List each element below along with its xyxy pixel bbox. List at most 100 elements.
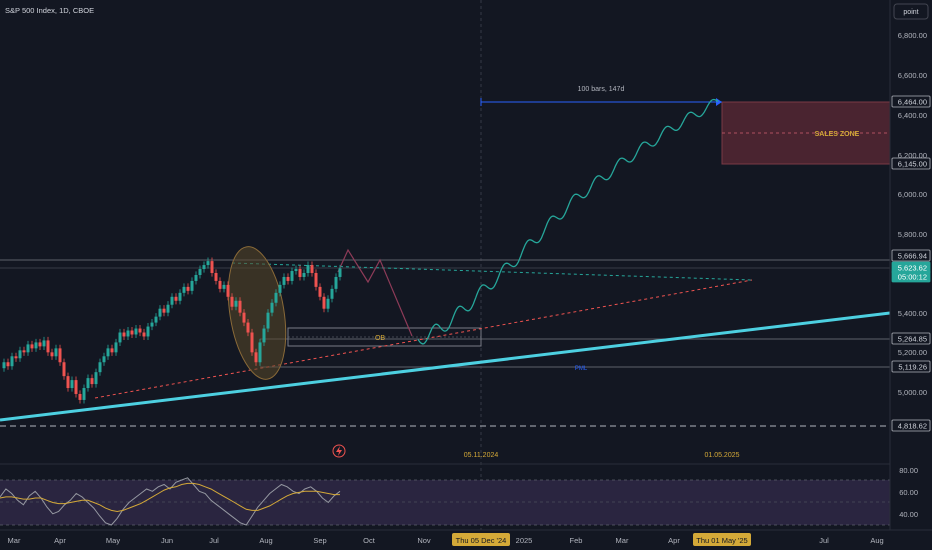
candlestick-series	[2, 257, 342, 404]
time-axis-label: Sep	[313, 536, 326, 545]
candle-body	[306, 265, 310, 273]
candle-body	[290, 271, 294, 281]
candle-body	[134, 328, 138, 335]
candle-body	[58, 348, 62, 363]
date-marker-right: 01.05.2025	[704, 452, 739, 459]
price-axis-labels: 6,800.00 6,600.00 6,400.00 6,200.00 6,000.00…	[898, 31, 927, 397]
time-axis-label: Apr	[54, 536, 66, 545]
candle-body	[26, 344, 30, 353]
price-axis-label: 5,200.00	[898, 348, 927, 357]
price-tag-level	[891, 249, 931, 262]
time-axis-label: May	[106, 536, 120, 545]
candle-body	[334, 276, 338, 289]
candle-body	[94, 372, 98, 385]
time-axis-label: Aug	[259, 536, 272, 545]
candle-body	[6, 362, 10, 367]
rsi-axis-labels: 80.00 60.00 40.00	[899, 466, 918, 519]
time-axis-label: Jul	[819, 536, 829, 545]
candle-body	[326, 298, 330, 309]
price-tag-label: 5,666.94	[898, 252, 927, 261]
candle-body	[162, 308, 166, 313]
time-axis-label: Aug	[870, 536, 883, 545]
date-marker-left: 05.11.2024	[464, 452, 499, 459]
price-tag-level	[891, 95, 931, 108]
candle-body	[262, 328, 266, 343]
candle-body	[198, 269, 202, 275]
candle-body	[10, 356, 14, 367]
candle-body	[78, 393, 82, 400]
candle-body	[214, 273, 218, 281]
candle-body	[330, 288, 334, 299]
candle-body	[202, 265, 206, 270]
candle-body	[270, 302, 274, 313]
candle-body	[314, 273, 318, 287]
measure-label: 100 bars, 147d	[578, 86, 625, 93]
price-axis-label: 6,400.00	[898, 111, 927, 120]
candle-body	[154, 316, 158, 323]
time-axis-label: Feb	[570, 536, 583, 545]
candle-body	[142, 332, 146, 337]
candle-body	[126, 330, 130, 337]
candle-body	[130, 330, 134, 335]
candle-body	[250, 332, 254, 353]
candle-body	[238, 300, 242, 313]
price-tag-label: 5,264.85	[898, 335, 927, 344]
main-trendline[interactable]	[0, 311, 891, 422]
price-axis-label: 6,000.00	[898, 190, 927, 199]
candle-body	[258, 342, 262, 363]
rsi-axis-label: 60.00	[899, 488, 918, 497]
candle-body	[310, 265, 314, 273]
candle-body	[302, 273, 306, 277]
time-axis-panel[interactable]	[0, 530, 890, 550]
price-tag-label: 05:00:12	[898, 273, 927, 282]
zigzag-path[interactable]	[337, 248, 413, 337]
price-tag-label: 4,818.62	[898, 422, 927, 431]
candle-body	[158, 308, 162, 317]
candle-body	[110, 348, 114, 353]
candle-body	[90, 378, 94, 385]
candle-body	[14, 356, 18, 359]
candle-body	[34, 342, 38, 349]
time-axis-label: Mar	[8, 536, 21, 545]
price-axis-label: 5,800.00	[898, 230, 927, 239]
candle-body	[82, 388, 86, 400]
time-axis-highlight-label: Thu 01 May '25	[696, 536, 747, 545]
candle-body	[62, 362, 66, 377]
price-tag-level	[891, 419, 931, 432]
symbol-title[interactable]: S&P 500 Index, 1D, CBOE	[5, 6, 94, 15]
candle-body	[38, 342, 42, 347]
rsi-ma-line	[0, 482, 340, 513]
candle-body	[318, 286, 322, 297]
candle-body	[166, 304, 170, 313]
candle-body	[42, 340, 46, 347]
candle-body	[338, 268, 342, 277]
ob-label: OB	[375, 335, 385, 342]
candle-body	[54, 348, 58, 357]
lightning-icon[interactable]	[332, 444, 346, 458]
candle-body	[242, 312, 246, 323]
projection-path[interactable]	[417, 98, 719, 345]
candle-body	[22, 350, 26, 353]
candle-body	[246, 322, 250, 333]
time-axis-label: Oct	[363, 536, 376, 545]
correction-ellipse[interactable]	[220, 243, 294, 384]
scale-mode-button[interactable]	[893, 3, 929, 20]
candle-body	[102, 356, 106, 363]
candle-body	[282, 276, 286, 285]
candle-body	[254, 352, 258, 363]
candle-body	[98, 362, 102, 373]
rsi-line	[0, 477, 341, 526]
candle-body	[286, 276, 290, 281]
rsi-band	[0, 480, 890, 525]
candle-body	[30, 344, 34, 349]
resistance-line-dashed[interactable]	[231, 262, 753, 281]
candle-body	[2, 362, 6, 369]
time-axis-highlight	[693, 533, 751, 546]
candle-body	[206, 261, 210, 266]
candle-body	[218, 280, 222, 289]
price-axis-label: 5,000.00	[898, 388, 927, 397]
price-axis-label: 6,200.00	[898, 151, 927, 160]
time-axis-labels: Mar Apr May Jun Jul Aug Sep Oct Nov 2025 Feb Mar Apr…	[8, 533, 884, 546]
candle-body	[230, 296, 234, 307]
